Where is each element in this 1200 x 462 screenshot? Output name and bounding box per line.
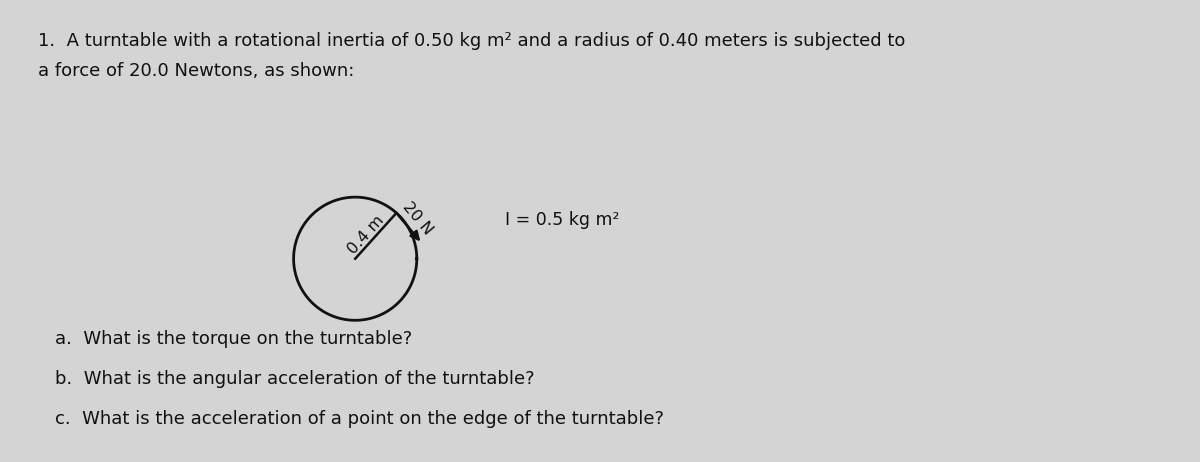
Text: a.  What is the torque on the turntable?: a. What is the torque on the turntable? [55, 330, 413, 348]
Text: 1.  A turntable with a rotational inertia of 0.50 kg m² and a radius of 0.40 met: 1. A turntable with a rotational inertia… [38, 32, 905, 50]
Text: b.  What is the angular acceleration of the turntable?: b. What is the angular acceleration of t… [55, 370, 535, 388]
Text: a force of 20.0 Newtons, as shown:: a force of 20.0 Newtons, as shown: [38, 62, 354, 80]
Text: 20 N: 20 N [400, 200, 436, 238]
Text: 0.4 m: 0.4 m [346, 212, 388, 256]
Text: I = 0.5 kg m²: I = 0.5 kg m² [505, 211, 619, 229]
Text: c.  What is the acceleration of a point on the edge of the turntable?: c. What is the acceleration of a point o… [55, 410, 664, 428]
